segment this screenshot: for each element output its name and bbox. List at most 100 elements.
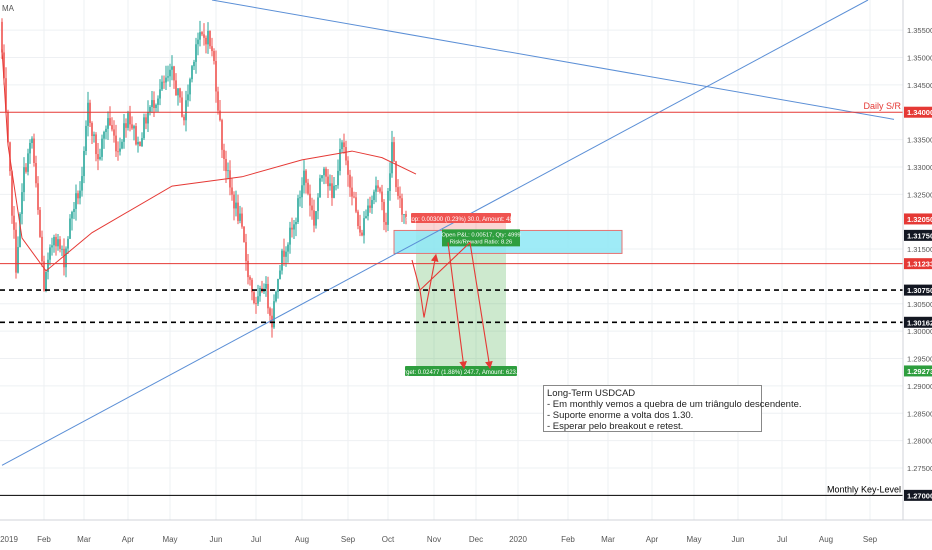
price-tick-label: 1.32500 <box>907 190 932 199</box>
price-tick-label: 1.28500 <box>907 409 932 418</box>
candle-body <box>15 229 17 273</box>
candle-body <box>241 213 243 227</box>
overlay: Stop: 0.00300 (0.23%) 30.0, Amount: 485 T… <box>398 212 525 376</box>
candle-body <box>175 80 177 96</box>
candle-body <box>275 291 277 302</box>
candle-body <box>53 237 55 246</box>
candle-body <box>317 197 319 212</box>
candle-body <box>199 32 201 40</box>
chart-lines: Daily S/R Monthly Key-Level <box>0 0 903 496</box>
candle-body <box>269 308 271 316</box>
candle-body <box>333 185 335 198</box>
time-tick-label: May <box>162 535 177 544</box>
candle-body <box>169 69 171 77</box>
time-tick-label: Jul <box>251 535 261 544</box>
candle-body <box>63 248 65 268</box>
candle-body <box>105 128 107 133</box>
price-tick-label: 1.30500 <box>907 300 932 309</box>
candle-body <box>113 129 115 136</box>
candle-body <box>125 123 127 128</box>
moving-average-line <box>1 49 417 272</box>
candle-body <box>283 250 285 257</box>
candle-body <box>37 183 39 210</box>
candle-body <box>389 173 391 192</box>
candle-body <box>387 191 389 225</box>
candle-body <box>369 205 371 208</box>
candle-body <box>393 142 395 162</box>
candle-body <box>335 185 337 187</box>
candle-body <box>323 168 325 176</box>
candle-body <box>25 167 27 172</box>
price-label-bg <box>904 229 932 241</box>
price-tick-label: 1.28000 <box>907 437 932 446</box>
note-line-4: - Esperar pelo breakout e retest. <box>547 421 684 432</box>
candle-body <box>355 197 357 212</box>
candle-body <box>41 236 43 262</box>
descending-trendline <box>211 0 895 120</box>
candle-body <box>87 102 89 126</box>
candle-body <box>213 51 215 62</box>
candle-body <box>255 303 257 304</box>
candle-body <box>139 141 141 147</box>
candle-body <box>327 176 329 187</box>
price-label-bg <box>904 258 932 270</box>
candle-body <box>337 170 339 186</box>
projection-arrow-b <box>447 242 467 370</box>
candle-body <box>239 213 241 221</box>
price-tick-label: 1.35500 <box>907 26 932 35</box>
price-label-bg <box>904 489 932 501</box>
time-tick-label: 2020 <box>509 535 527 544</box>
time-tick-label: Mar <box>601 535 615 544</box>
pnl-label: Open P&L: 0.00517, Qty: 4999 <box>441 232 520 238</box>
candle-body <box>51 245 53 248</box>
candle-body <box>185 100 187 121</box>
analysis-note[interactable]: Long-Term USDCAD - Em monthly vemos a qu… <box>543 385 802 432</box>
price-tick-label: 1.34500 <box>907 81 932 90</box>
candle-body <box>201 32 203 35</box>
candle-body <box>183 116 185 121</box>
price-tick-label: 1.27500 <box>907 464 932 473</box>
price-label: 1.31233 <box>907 260 932 269</box>
candle-body <box>167 76 169 78</box>
candle-body <box>193 61 195 67</box>
candle-body <box>117 151 119 153</box>
candle-body <box>159 89 161 99</box>
candle-body <box>249 277 251 280</box>
candle-body <box>31 138 33 144</box>
candle-body <box>367 205 369 217</box>
time-tick-label: Sep <box>863 535 878 544</box>
candle-body <box>163 81 165 83</box>
candle-body <box>365 216 367 219</box>
candle-body <box>69 218 71 239</box>
candle-body <box>301 185 303 198</box>
candle-body <box>95 134 97 155</box>
symbol-label: MA <box>2 4 14 13</box>
candle-body <box>325 168 327 177</box>
candle-body <box>27 153 29 172</box>
candle-body <box>279 270 281 280</box>
candle-body <box>357 211 359 227</box>
price-tick-label: 1.35000 <box>907 53 932 62</box>
candle-body <box>5 78 7 113</box>
time-tick-label: Jul <box>777 535 787 544</box>
candle-body <box>91 122 93 137</box>
candle-body <box>379 188 381 192</box>
time-tick-label: Dec <box>469 535 483 544</box>
candle-body <box>403 214 405 215</box>
candle-body <box>131 124 133 129</box>
candle-body <box>119 148 121 152</box>
candle-body <box>135 126 137 145</box>
candle-body <box>49 247 51 260</box>
candle-body <box>195 44 197 62</box>
candle-body <box>295 222 297 225</box>
candle-body <box>237 202 239 221</box>
price-label-bg <box>904 213 932 225</box>
candle-body <box>7 112 9 143</box>
candle-body <box>215 61 217 92</box>
price-label: 1.30750 <box>907 286 932 295</box>
candle-body <box>285 251 287 257</box>
candle-body <box>171 66 173 70</box>
candle-body <box>221 120 223 150</box>
candle-body <box>405 214 407 218</box>
